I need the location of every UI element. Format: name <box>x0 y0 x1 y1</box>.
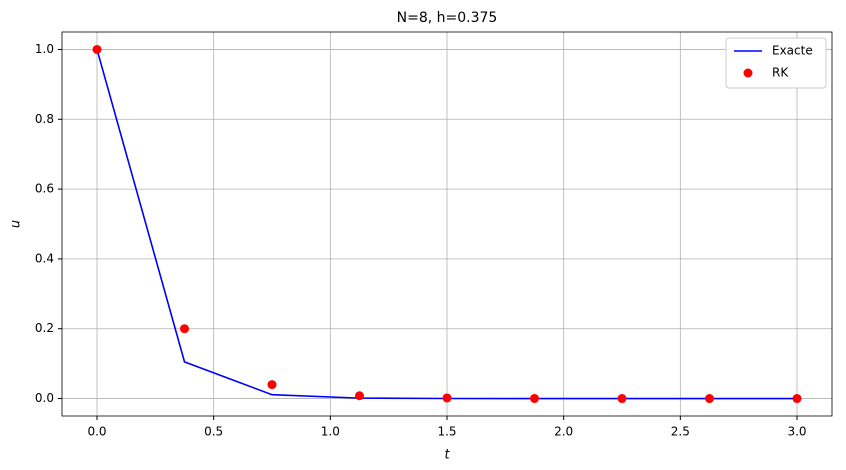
x-tick-label: 2.5 <box>671 425 690 439</box>
y-tick-label: 0.0 <box>35 391 54 405</box>
point <box>705 394 714 404</box>
point <box>267 380 277 390</box>
x-tick-label: 3.0 <box>787 425 806 439</box>
y-tick-label: 0.4 <box>35 251 54 265</box>
point <box>180 324 189 334</box>
point <box>355 391 364 401</box>
point <box>792 394 802 404</box>
legend-label: RK <box>772 66 789 80</box>
y-axis-label: u <box>9 220 24 228</box>
y-tick-label: 0.8 <box>35 112 54 126</box>
y-tick-label: 0.2 <box>35 321 54 335</box>
x-tick-label: 0.0 <box>87 425 106 439</box>
x-axis-label: t <box>444 448 450 463</box>
point <box>442 393 452 403</box>
chart-title: N=8, h=0.375 <box>397 10 498 26</box>
x-tick-label: 2.0 <box>554 425 573 439</box>
x-tick-label: 0.5 <box>204 425 223 439</box>
legend-marker <box>743 68 753 78</box>
point <box>530 393 539 403</box>
x-tick-label: 1.0 <box>321 425 340 439</box>
legend-label: Exacte <box>772 44 813 58</box>
plot-frame <box>61 31 833 417</box>
x-tick-label: 1.5 <box>437 425 456 439</box>
y-tick-label: 0.6 <box>35 182 54 196</box>
y-tick-label: 1.0 <box>35 42 54 56</box>
point <box>617 394 627 404</box>
point <box>92 44 102 54</box>
